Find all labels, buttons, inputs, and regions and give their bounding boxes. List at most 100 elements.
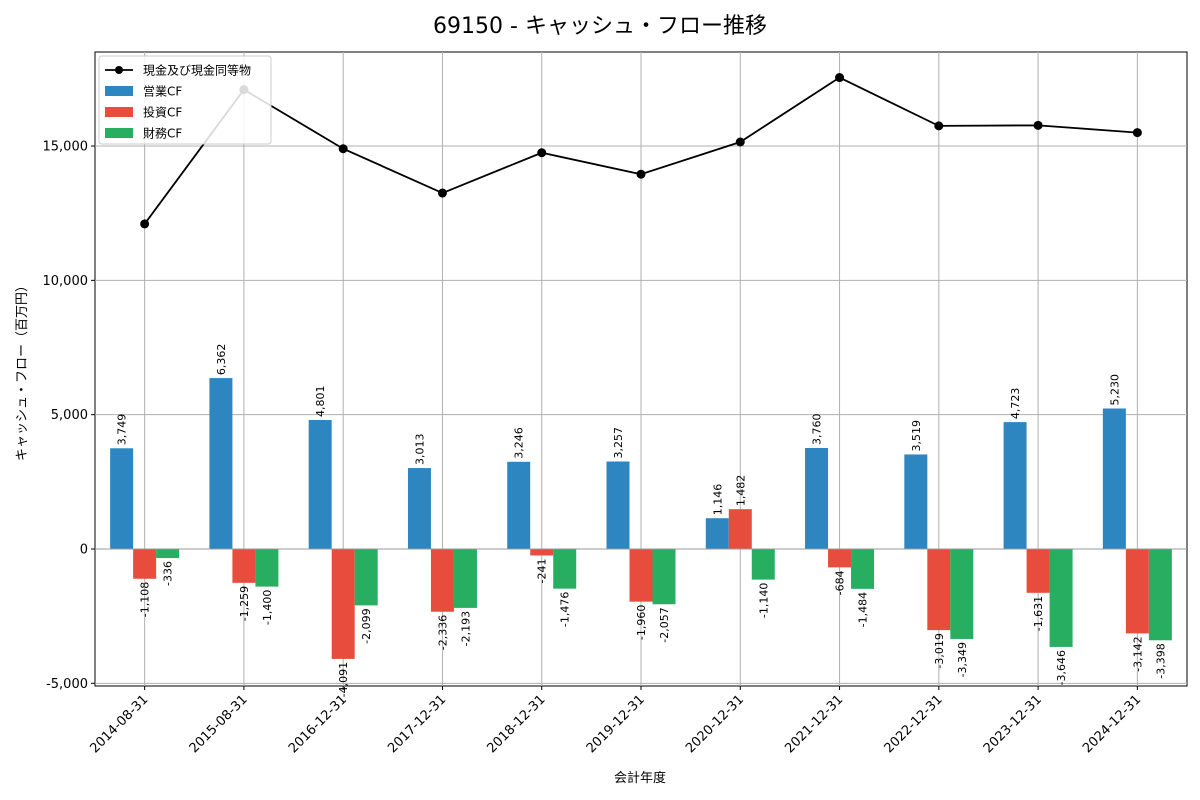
bar-financing: [851, 548, 875, 589]
y-tick-label: 0: [80, 542, 88, 557]
bar-value-label: -4,091: [337, 662, 350, 697]
x-tick-label: 2022-12-31: [882, 692, 946, 756]
legend-label: 現金及び現金同等物: [143, 63, 251, 78]
bar-value-label: -3,349: [956, 642, 969, 677]
bar-value-label: 5,230: [1108, 374, 1121, 406]
bar-investing: [927, 548, 951, 631]
bar-value-label: -1,960: [635, 605, 648, 640]
bar-operating: [1003, 422, 1027, 549]
cash-equivalents-point: [537, 148, 547, 158]
bar-operating: [705, 518, 729, 549]
bar-value-label: 3,246: [513, 427, 526, 459]
bar-operating: [308, 420, 332, 549]
bar-operating: [407, 468, 431, 549]
bar-value-label: 3,519: [910, 420, 923, 452]
bar-investing: [331, 548, 355, 659]
bar-value-label: -3,142: [1131, 636, 1144, 671]
bar-investing: [133, 548, 157, 579]
legend-label: 営業CF: [143, 85, 182, 99]
bar-operating: [209, 378, 233, 549]
bar-financing: [652, 548, 676, 605]
y-tick-label: 10,000: [43, 274, 89, 289]
cash-equivalents-point: [437, 188, 447, 198]
bar-value-label: -2,057: [658, 607, 671, 642]
bar-value-label: -1,259: [238, 586, 251, 621]
cash-equivalents-point: [140, 219, 150, 229]
x-tick-label: 2016-12-31: [286, 692, 350, 756]
bar-investing: [530, 548, 554, 556]
legend-color-swatch: [105, 86, 133, 96]
bar-investing: [1125, 548, 1149, 634]
bar-investing: [1026, 548, 1050, 593]
bar-operating: [606, 461, 630, 549]
bar-value-label: -241: [536, 558, 549, 583]
legend-box: [98, 55, 272, 145]
bar-value-label: -1,484: [857, 592, 870, 627]
bar-value-label: -3,019: [933, 633, 946, 668]
bar-investing: [629, 548, 653, 602]
bar-financing: [453, 548, 477, 608]
bar-value-label: 3,749: [116, 414, 129, 446]
cash-equivalents-point: [835, 73, 845, 83]
y-tick-label: -5,000: [46, 677, 88, 692]
bar-financing: [553, 548, 577, 589]
bar-value-label: 3,760: [811, 413, 824, 445]
legend-color-swatch: [105, 107, 133, 117]
x-tick-label: 2017-12-31: [385, 692, 449, 756]
bar-value-label: -1,400: [261, 590, 274, 625]
bar-financing: [751, 548, 775, 580]
x-tick-label: 2019-12-31: [584, 692, 648, 756]
bar-value-label: -1,108: [139, 582, 152, 617]
bar-value-label: 3,013: [413, 434, 426, 466]
bar-value-label: 1,146: [711, 484, 724, 516]
bar-financing: [255, 548, 279, 587]
x-tick-label: 2015-08-31: [187, 692, 251, 756]
bar-value-label: -3,398: [1154, 643, 1167, 678]
x-tick-label: 2021-12-31: [782, 692, 846, 756]
chart-title: 69150 - キャッシュ・フロー推移: [433, 14, 767, 39]
x-tick-label: 2020-12-31: [683, 692, 747, 756]
bar-investing: [728, 509, 752, 549]
bar-value-label: -684: [834, 570, 847, 595]
x-tick-label: 2014-08-31: [87, 692, 151, 756]
bar-investing: [430, 548, 454, 612]
bar-operating: [1102, 408, 1126, 549]
legend-label: 財務CF: [143, 126, 182, 141]
bar-value-label: -2,193: [459, 611, 472, 646]
bar-investing: [828, 548, 852, 568]
y-axis-label: キャッシュ・フロー（百万円）: [15, 279, 30, 461]
bar-financing: [950, 548, 974, 639]
bar-value-label: 1,482: [734, 475, 747, 507]
bar-value-label: 6,362: [215, 344, 228, 376]
bar-financing: [156, 548, 180, 559]
cash-equivalents-point: [636, 169, 646, 179]
bar-value-label: -2,099: [360, 608, 373, 643]
bar-investing: [232, 548, 256, 583]
bar-operating: [507, 461, 531, 549]
bar-financing: [1049, 548, 1073, 647]
cash-equivalents-point: [735, 137, 745, 147]
legend-label: 投資CF: [143, 105, 182, 120]
x-tick-label: 2024-12-31: [1080, 692, 1144, 756]
x-axis-label: 会計年度: [614, 770, 666, 786]
bar-value-label: -1,140: [757, 583, 770, 618]
y-tick-label: 5,000: [51, 408, 88, 423]
bar-financing: [1148, 548, 1172, 641]
bar-value-label: -2,336: [436, 615, 449, 650]
x-tick-label: 2018-12-31: [485, 692, 549, 756]
cash-equivalents-point: [934, 121, 944, 131]
y-tick-label: 15,000: [43, 140, 89, 155]
plot-area: -5,000 0 5,000 10,000 15,000 2014-08-31 2015-0…: [43, 51, 1188, 756]
bar-value-label: 3,257: [612, 427, 625, 459]
bar-value-label: -336: [162, 561, 175, 586]
bar-value-label: -1,631: [1032, 596, 1045, 631]
cash-equivalents-point: [1132, 128, 1142, 138]
bar-value-label: -1,476: [559, 592, 572, 627]
cash-equivalents-point: [1033, 120, 1043, 130]
bar-operating: [110, 448, 134, 549]
legend-color-swatch: [105, 128, 133, 138]
bar-operating: [904, 454, 928, 549]
bar-value-label: 4,801: [314, 386, 327, 418]
bar-financing: [354, 548, 378, 606]
